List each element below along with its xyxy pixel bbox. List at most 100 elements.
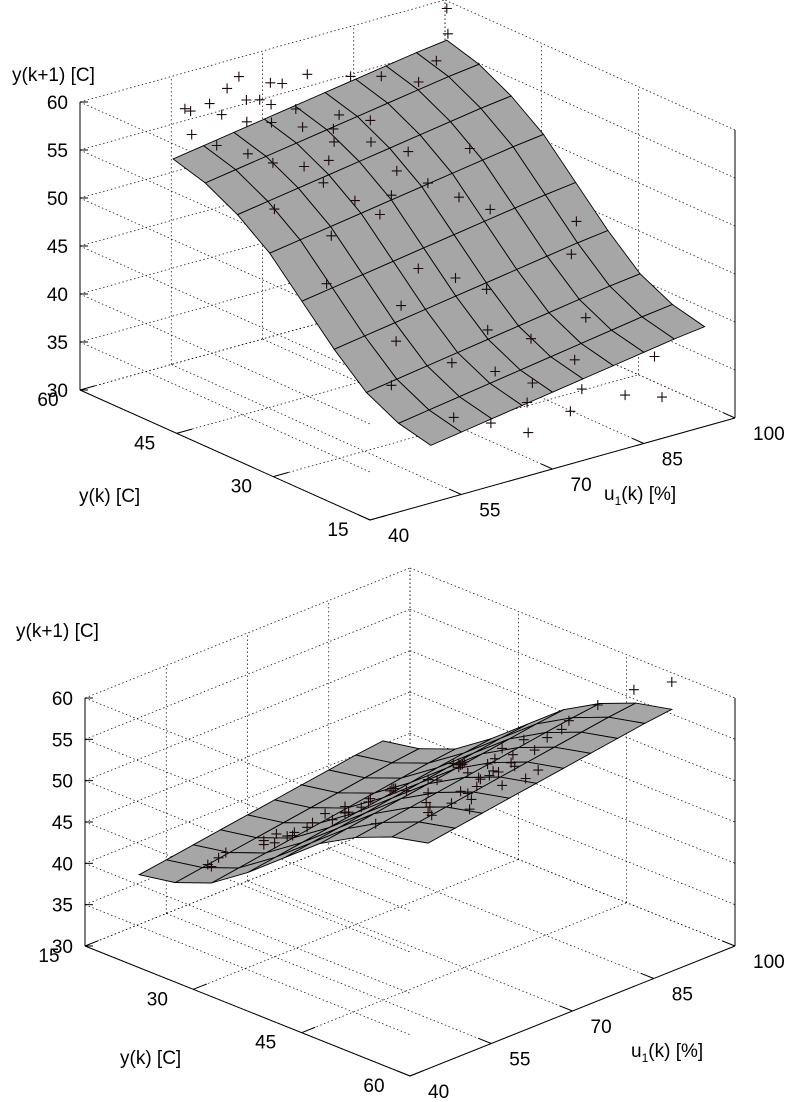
ylabel-top: y(k) [C]: [79, 486, 140, 507]
data-point: [211, 140, 222, 151]
data-points: [202, 677, 677, 872]
wall-grid-z2: [444, 47, 736, 179]
data-point: [302, 69, 313, 80]
y-tick-mark: [176, 428, 193, 434]
data-point: [401, 785, 412, 796]
y-tick-mark: [273, 471, 289, 478]
data-point: [320, 808, 331, 819]
z-tick-label: 30: [52, 937, 73, 958]
wall-grid-z: [79, 0, 446, 103]
data-point: [321, 278, 332, 289]
floor-grid-x: [262, 338, 553, 470]
data-point: [374, 209, 385, 220]
xlabel-bottom-tail: (k) [%]: [648, 1041, 703, 1062]
wall-grid-z: [84, 567, 411, 699]
data-point: [366, 137, 376, 147]
data-point: [329, 136, 340, 147]
data-point: [523, 427, 534, 438]
data-point: [424, 801, 435, 812]
data-point: [422, 178, 433, 189]
data-point: [459, 756, 470, 767]
data-point: [488, 765, 499, 776]
data-point: [455, 786, 466, 797]
y-tick-mark: [79, 385, 96, 391]
x-tick-label: 55: [509, 1050, 530, 1071]
y-tick-label: 60: [363, 1076, 384, 1097]
data-point: [466, 794, 477, 805]
data-point: [481, 284, 492, 295]
left-grid-z: [79, 245, 371, 377]
x-tick-mark: [449, 488, 462, 495]
data-point: [241, 116, 252, 127]
y-tick-label: 45: [134, 433, 155, 454]
data-point: [518, 734, 529, 745]
z-tick-label: 35: [47, 333, 68, 354]
wall-grid-z2: [409, 567, 736, 699]
xlabel-top-tail: (k) [%]: [621, 484, 676, 505]
data-point: [446, 798, 457, 809]
data-point: [576, 384, 587, 395]
data-point: [533, 765, 544, 776]
data-point: [391, 336, 402, 347]
data-point: [431, 55, 442, 66]
ylabel-bottom: y(k) [C]: [120, 1048, 181, 1069]
data-point: [326, 230, 337, 241]
data-point: [386, 380, 397, 391]
data-point: [403, 146, 414, 157]
y-tick-label: 30: [231, 477, 252, 498]
data-point: [569, 354, 580, 365]
data-point: [185, 106, 196, 117]
data-points: [179, 3, 667, 438]
data-point: [442, 28, 453, 39]
y-tick-label: 15: [327, 520, 348, 541]
z-tick-label: 60: [47, 93, 68, 114]
data-point: [370, 818, 381, 829]
data-point: [213, 852, 224, 863]
data-point: [204, 98, 215, 109]
data-point: [327, 814, 338, 825]
x-tick-label: 40: [388, 526, 409, 547]
data-point: [497, 743, 508, 754]
data-point: [446, 357, 457, 368]
data-point: [376, 71, 387, 82]
data-point: [522, 397, 533, 408]
data-point: [386, 190, 397, 201]
data-point: [269, 837, 280, 848]
surface-patch: [173, 867, 241, 884]
y-tick-label: 60: [37, 390, 58, 411]
x-tick-mark: [396, 1070, 411, 1077]
z-tick-label: 50: [47, 189, 68, 210]
data-point: [580, 312, 591, 323]
z-tick-label: 30: [47, 381, 68, 402]
floor-grid-x: [166, 913, 492, 1044]
data-point: [509, 761, 520, 772]
x-tick-label: 85: [662, 450, 683, 471]
data-point: [334, 109, 345, 120]
floor-grid-x: [247, 880, 573, 1012]
data-point: [448, 758, 459, 769]
z-tick-label: 55: [52, 730, 73, 751]
surface-patch: [397, 409, 463, 446]
data-point: [432, 775, 443, 786]
data-point: [318, 177, 329, 188]
data-point: [450, 273, 461, 283]
x-tick-label: 100: [753, 424, 785, 445]
data-point: [290, 104, 301, 114]
x-tick-mark: [559, 1005, 573, 1012]
data-point: [571, 216, 582, 227]
data-point: [462, 788, 473, 799]
z-tick-label: 40: [52, 854, 73, 875]
xlabel-top: u1(k) [%]: [604, 484, 676, 508]
data-point: [216, 109, 227, 120]
data-point: [340, 808, 350, 818]
data-point: [529, 745, 540, 756]
data-point: [179, 103, 190, 114]
data-point: [413, 263, 424, 274]
data-point: [349, 195, 360, 206]
data-point: [267, 157, 278, 168]
data-point: [657, 392, 667, 403]
data-point: [282, 831, 293, 842]
data-point: [206, 861, 217, 872]
